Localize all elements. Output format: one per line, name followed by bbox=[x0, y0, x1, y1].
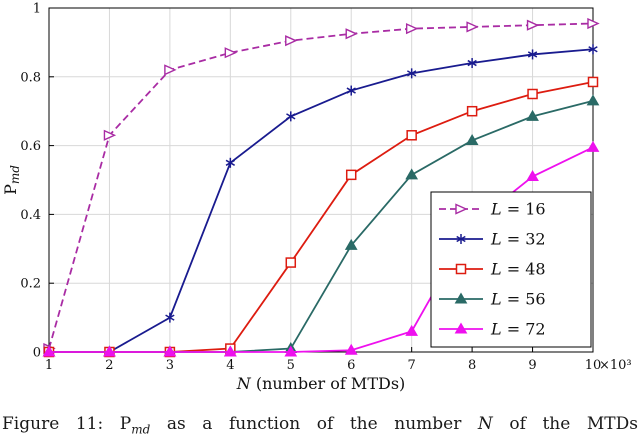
y-tick-label: 0.6 bbox=[20, 139, 41, 154]
x-tick-label: 10 bbox=[585, 358, 602, 373]
caption-end: of the MTDs bbox=[509, 414, 638, 434]
y-tick-label: 0.2 bbox=[20, 277, 41, 292]
legend-entry-L=72: L = 72 bbox=[439, 320, 546, 339]
x-tick-label: 3 bbox=[166, 358, 174, 373]
y-tick-label: 0.4 bbox=[20, 208, 41, 223]
x-tick-label: 6 bbox=[347, 358, 355, 373]
x-axis-multiplier: ×10³ bbox=[599, 358, 632, 373]
y-axis-label: Pmd bbox=[1, 165, 22, 195]
x-tick-label: 7 bbox=[408, 358, 416, 373]
y-tick-label: 0 bbox=[33, 346, 41, 361]
legend-label: L = 16 bbox=[490, 200, 546, 219]
legend-entry-L=32: L = 32 bbox=[439, 230, 546, 249]
figure-caption: Figure 11: Pmd as a function of the numb… bbox=[2, 414, 638, 436]
x-tick-label: 8 bbox=[468, 358, 476, 373]
caption-n: N bbox=[477, 414, 493, 434]
legend-label: L = 32 bbox=[490, 230, 546, 249]
legend: L = 16 L = 32 L = 48 L = 56 L = 72 bbox=[430, 191, 592, 348]
x-axis-label: N (number of MTDs) bbox=[236, 374, 406, 393]
x-tick-label: 2 bbox=[105, 358, 113, 373]
y-tick-label: 1 bbox=[33, 2, 41, 17]
caption-figure-label: Figure 11: bbox=[2, 414, 104, 434]
legend-entry-L=48: L = 48 bbox=[439, 260, 546, 279]
x-tick-label: 9 bbox=[528, 358, 536, 373]
line-chart: 1 2 3 4 5 6 7 8 9 10 0 0.2 0.4 0.6 0.8 1 ×10³ N (number o… bbox=[1, 2, 632, 394]
x-tick-label: 1 bbox=[45, 358, 53, 373]
y-tick-label: 0.8 bbox=[20, 70, 41, 85]
axes-ticks: 1 2 3 4 5 6 7 8 9 10 0 0.2 0.4 0.6 0.8 1 ×10³ bbox=[20, 2, 631, 374]
legend-label: L = 72 bbox=[490, 320, 546, 339]
legend-label: L = 48 bbox=[490, 260, 546, 279]
caption-pmd: Pmd bbox=[119, 414, 151, 437]
legend-entry-L=56: L = 56 bbox=[439, 290, 546, 309]
legend-label: L = 56 bbox=[490, 290, 546, 309]
x-tick-label: 5 bbox=[287, 358, 295, 373]
caption-mid: as a function of the number bbox=[166, 414, 462, 434]
x-tick-label: 4 bbox=[226, 358, 234, 373]
legend-entry-L=16: L = 16 bbox=[439, 200, 546, 219]
